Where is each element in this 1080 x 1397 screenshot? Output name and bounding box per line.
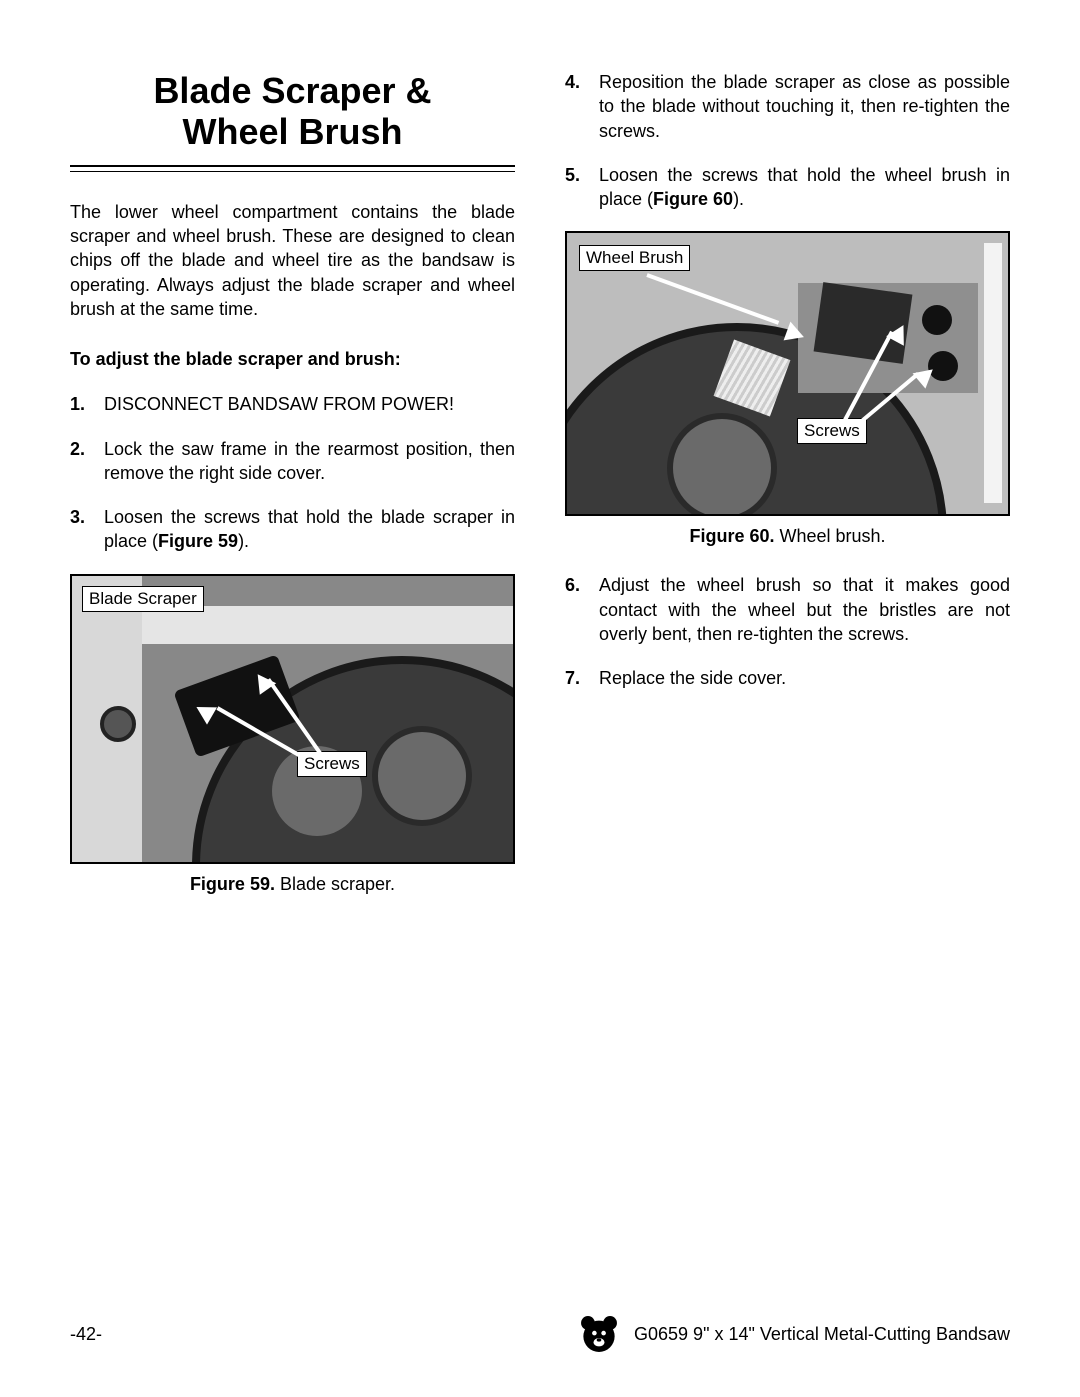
step-number: 7. <box>565 666 599 690</box>
intro-paragraph: The lower wheel compartment contains the… <box>70 200 515 321</box>
step-5: 5. Loosen the screws that hold the wheel… <box>565 163 1010 212</box>
f60-wheel-cutout <box>667 413 777 516</box>
f60-blade-strip <box>984 243 1002 503</box>
step-text: Reposition the blade scraper as close as… <box>599 70 1010 143</box>
step-number: 3. <box>70 505 104 554</box>
page-body: Blade Scraper & Wheel Brush The lower wh… <box>0 0 1080 921</box>
page-number: -42- <box>70 1324 102 1345</box>
step-text-post: ). <box>238 531 249 551</box>
title-line-2: Wheel Brush <box>182 111 402 152</box>
figure-60-caption: Figure 60. Wheel brush. <box>565 526 1010 547</box>
figure-caption-text: Wheel brush. <box>774 526 885 546</box>
step-2: 2. Lock the saw frame in the rearmost po… <box>70 437 515 486</box>
step-text: Loosen the screws that hold the blade sc… <box>104 505 515 554</box>
steps-right-b: 6. Adjust the wheel brush so that it mak… <box>565 573 1010 690</box>
product-name: G0659 9" x 14" Vertical Metal-Cutting Ba… <box>634 1324 1010 1345</box>
footer-right: G0659 9" x 14" Vertical Metal-Cutting Ba… <box>576 1311 1010 1357</box>
title-rule-heavy <box>70 165 515 167</box>
step-number: 1. <box>70 392 104 416</box>
figure-60: Wheel Brush Screws <box>565 231 1010 516</box>
right-column: 4. Reposition the blade scraper as close… <box>565 70 1010 921</box>
title-rule-light <box>70 171 515 172</box>
step-4: 4. Reposition the blade scraper as close… <box>565 70 1010 143</box>
callout-wheel-brush: Wheel Brush <box>579 245 690 271</box>
f59-wheel-cutout <box>372 726 472 826</box>
step-text: Loosen the screws that hold the wheel br… <box>599 163 1010 212</box>
step-number: 5. <box>565 163 599 212</box>
figure-caption-text: Blade scraper. <box>275 874 395 894</box>
bear-logo-icon <box>576 1311 622 1357</box>
step-number: 2. <box>70 437 104 486</box>
page-footer: -42- G0659 9" x 14" Vertical Metal-Cutti… <box>70 1311 1010 1357</box>
callout-blade-scraper: Blade Scraper <box>82 586 204 612</box>
step-6: 6. Adjust the wheel brush so that it mak… <box>565 573 1010 646</box>
steps-left: 1. DISCONNECT BANDSAW FROM POWER! 2. Loc… <box>70 392 515 553</box>
figure-ref: Figure 60 <box>653 189 733 209</box>
figure-ref: Figure 59 <box>158 531 238 551</box>
step-1: 1. DISCONNECT BANDSAW FROM POWER! <box>70 392 515 416</box>
steps-right-a: 4. Reposition the blade scraper as close… <box>565 70 1010 211</box>
step-text: Lock the saw frame in the rearmost posit… <box>104 437 515 486</box>
step-number: 6. <box>565 573 599 646</box>
procedure-heading: To adjust the blade scraper and brush: <box>70 349 515 370</box>
step-text: DISCONNECT BANDSAW FROM POWER! <box>104 392 515 416</box>
step-3: 3. Loosen the screws that hold the blade… <box>70 505 515 554</box>
figure-label: Figure 59. <box>190 874 275 894</box>
figure-59-caption: Figure 59. Blade scraper. <box>70 874 515 895</box>
callout-screws: Screws <box>297 751 367 777</box>
figure-label: Figure 60. <box>689 526 774 546</box>
step-text: Replace the side cover. <box>599 666 1010 690</box>
f59-bolt <box>100 706 136 742</box>
step-number: 4. <box>565 70 599 143</box>
section-title: Blade Scraper & Wheel Brush <box>70 70 515 153</box>
step-7: 7. Replace the side cover. <box>565 666 1010 690</box>
figure-59: Blade Scraper Screws <box>70 574 515 864</box>
step-text-post: ). <box>733 189 744 209</box>
step-text: Adjust the wheel brush so that it makes … <box>599 573 1010 646</box>
left-column: Blade Scraper & Wheel Brush The lower wh… <box>70 70 515 921</box>
title-line-1: Blade Scraper & <box>153 70 431 111</box>
